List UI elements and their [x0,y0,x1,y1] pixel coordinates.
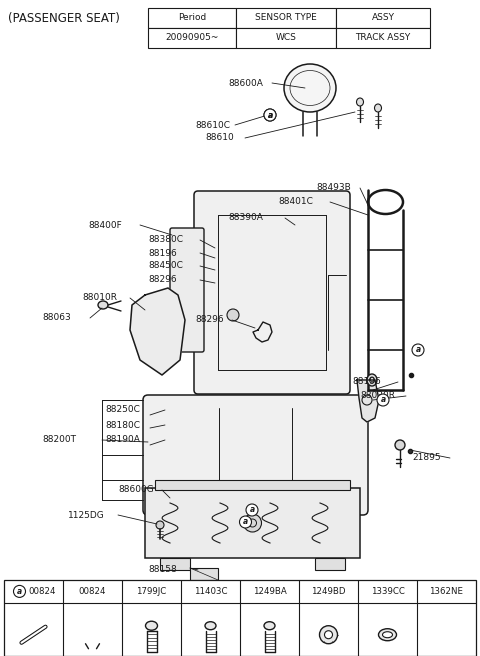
Ellipse shape [374,104,382,112]
Ellipse shape [205,622,216,630]
Polygon shape [357,380,379,422]
Text: a: a [267,110,273,119]
Circle shape [240,516,252,528]
Ellipse shape [379,628,396,641]
Text: 88493B: 88493B [316,184,351,192]
Ellipse shape [156,521,164,529]
Ellipse shape [145,621,157,630]
Text: 00824: 00824 [28,587,56,596]
Text: 21895: 21895 [412,453,441,462]
Text: 88380C: 88380C [148,236,183,245]
Bar [190,568,218,580]
Bar [236,8,336,28]
Text: 88600G: 88600G [118,485,154,495]
Ellipse shape [243,514,262,532]
Text: a: a [415,346,420,354]
Ellipse shape [320,626,337,644]
Text: TRACK ASSY: TRACK ASSY [355,33,410,43]
Text: 88610: 88610 [205,134,234,142]
Bar [155,480,350,490]
Circle shape [246,504,258,516]
Text: 88250C: 88250C [105,405,140,415]
Text: 88401C: 88401C [278,197,313,207]
Text: 88158: 88158 [148,565,177,575]
Text: a: a [267,110,273,119]
Ellipse shape [98,301,108,309]
Circle shape [377,394,389,406]
Bar [145,488,360,558]
Bar [236,28,336,48]
Text: 1362NE: 1362NE [430,587,464,596]
Ellipse shape [264,622,275,630]
Text: ASSY: ASSY [372,14,395,22]
Text: 88296: 88296 [195,316,224,325]
Text: SENSOR TYPE: SENSOR TYPE [255,14,317,22]
Text: 88196: 88196 [352,377,381,386]
Text: 88450C: 88450C [148,262,183,270]
Ellipse shape [395,440,405,450]
Text: 88190A: 88190A [105,436,140,445]
Circle shape [264,109,276,121]
Bar [336,8,430,28]
Bar [148,8,236,28]
Text: 1339CC: 1339CC [371,587,405,596]
Text: WCS: WCS [276,33,297,43]
Text: 88063: 88063 [42,314,71,323]
FancyBboxPatch shape [143,395,368,515]
Text: a: a [381,396,385,405]
Bar [160,558,190,570]
Circle shape [412,344,424,356]
Ellipse shape [284,64,336,112]
Text: (PASSENGER SEAT): (PASSENGER SEAT) [8,12,120,25]
Bar [148,28,236,48]
Ellipse shape [227,309,239,321]
Text: 1249BA: 1249BA [252,587,287,596]
Text: 00824: 00824 [79,587,106,596]
FancyBboxPatch shape [194,191,350,394]
Text: 88610C: 88610C [195,121,230,129]
Ellipse shape [383,632,393,638]
Bar [315,558,345,570]
Text: a: a [17,587,22,596]
Text: 88390A: 88390A [228,213,263,222]
Ellipse shape [367,374,377,386]
Text: a: a [250,506,254,514]
Bar [336,28,430,48]
Text: 88600A: 88600A [228,79,263,87]
Text: 88180C: 88180C [105,420,140,430]
Text: Period: Period [178,14,206,22]
FancyBboxPatch shape [170,228,204,352]
Ellipse shape [324,630,333,639]
Text: 88196: 88196 [148,249,177,258]
Text: a: a [243,518,248,527]
Ellipse shape [357,98,363,106]
Bar [4,580,476,656]
Text: 88010R: 88010R [82,293,117,302]
Text: 1799JC: 1799JC [136,587,167,596]
Text: 88296: 88296 [148,276,177,285]
Text: 88030R: 88030R [360,392,395,401]
Text: 1125DG: 1125DG [68,510,105,520]
Text: 88200T: 88200T [42,436,76,445]
Circle shape [13,585,25,598]
Circle shape [264,109,276,121]
Text: 1249BD: 1249BD [311,587,346,596]
Polygon shape [130,288,185,375]
Text: 88400F: 88400F [88,220,122,230]
Text: 20090905~: 20090905~ [165,33,219,43]
Text: 11403C: 11403C [194,587,227,596]
